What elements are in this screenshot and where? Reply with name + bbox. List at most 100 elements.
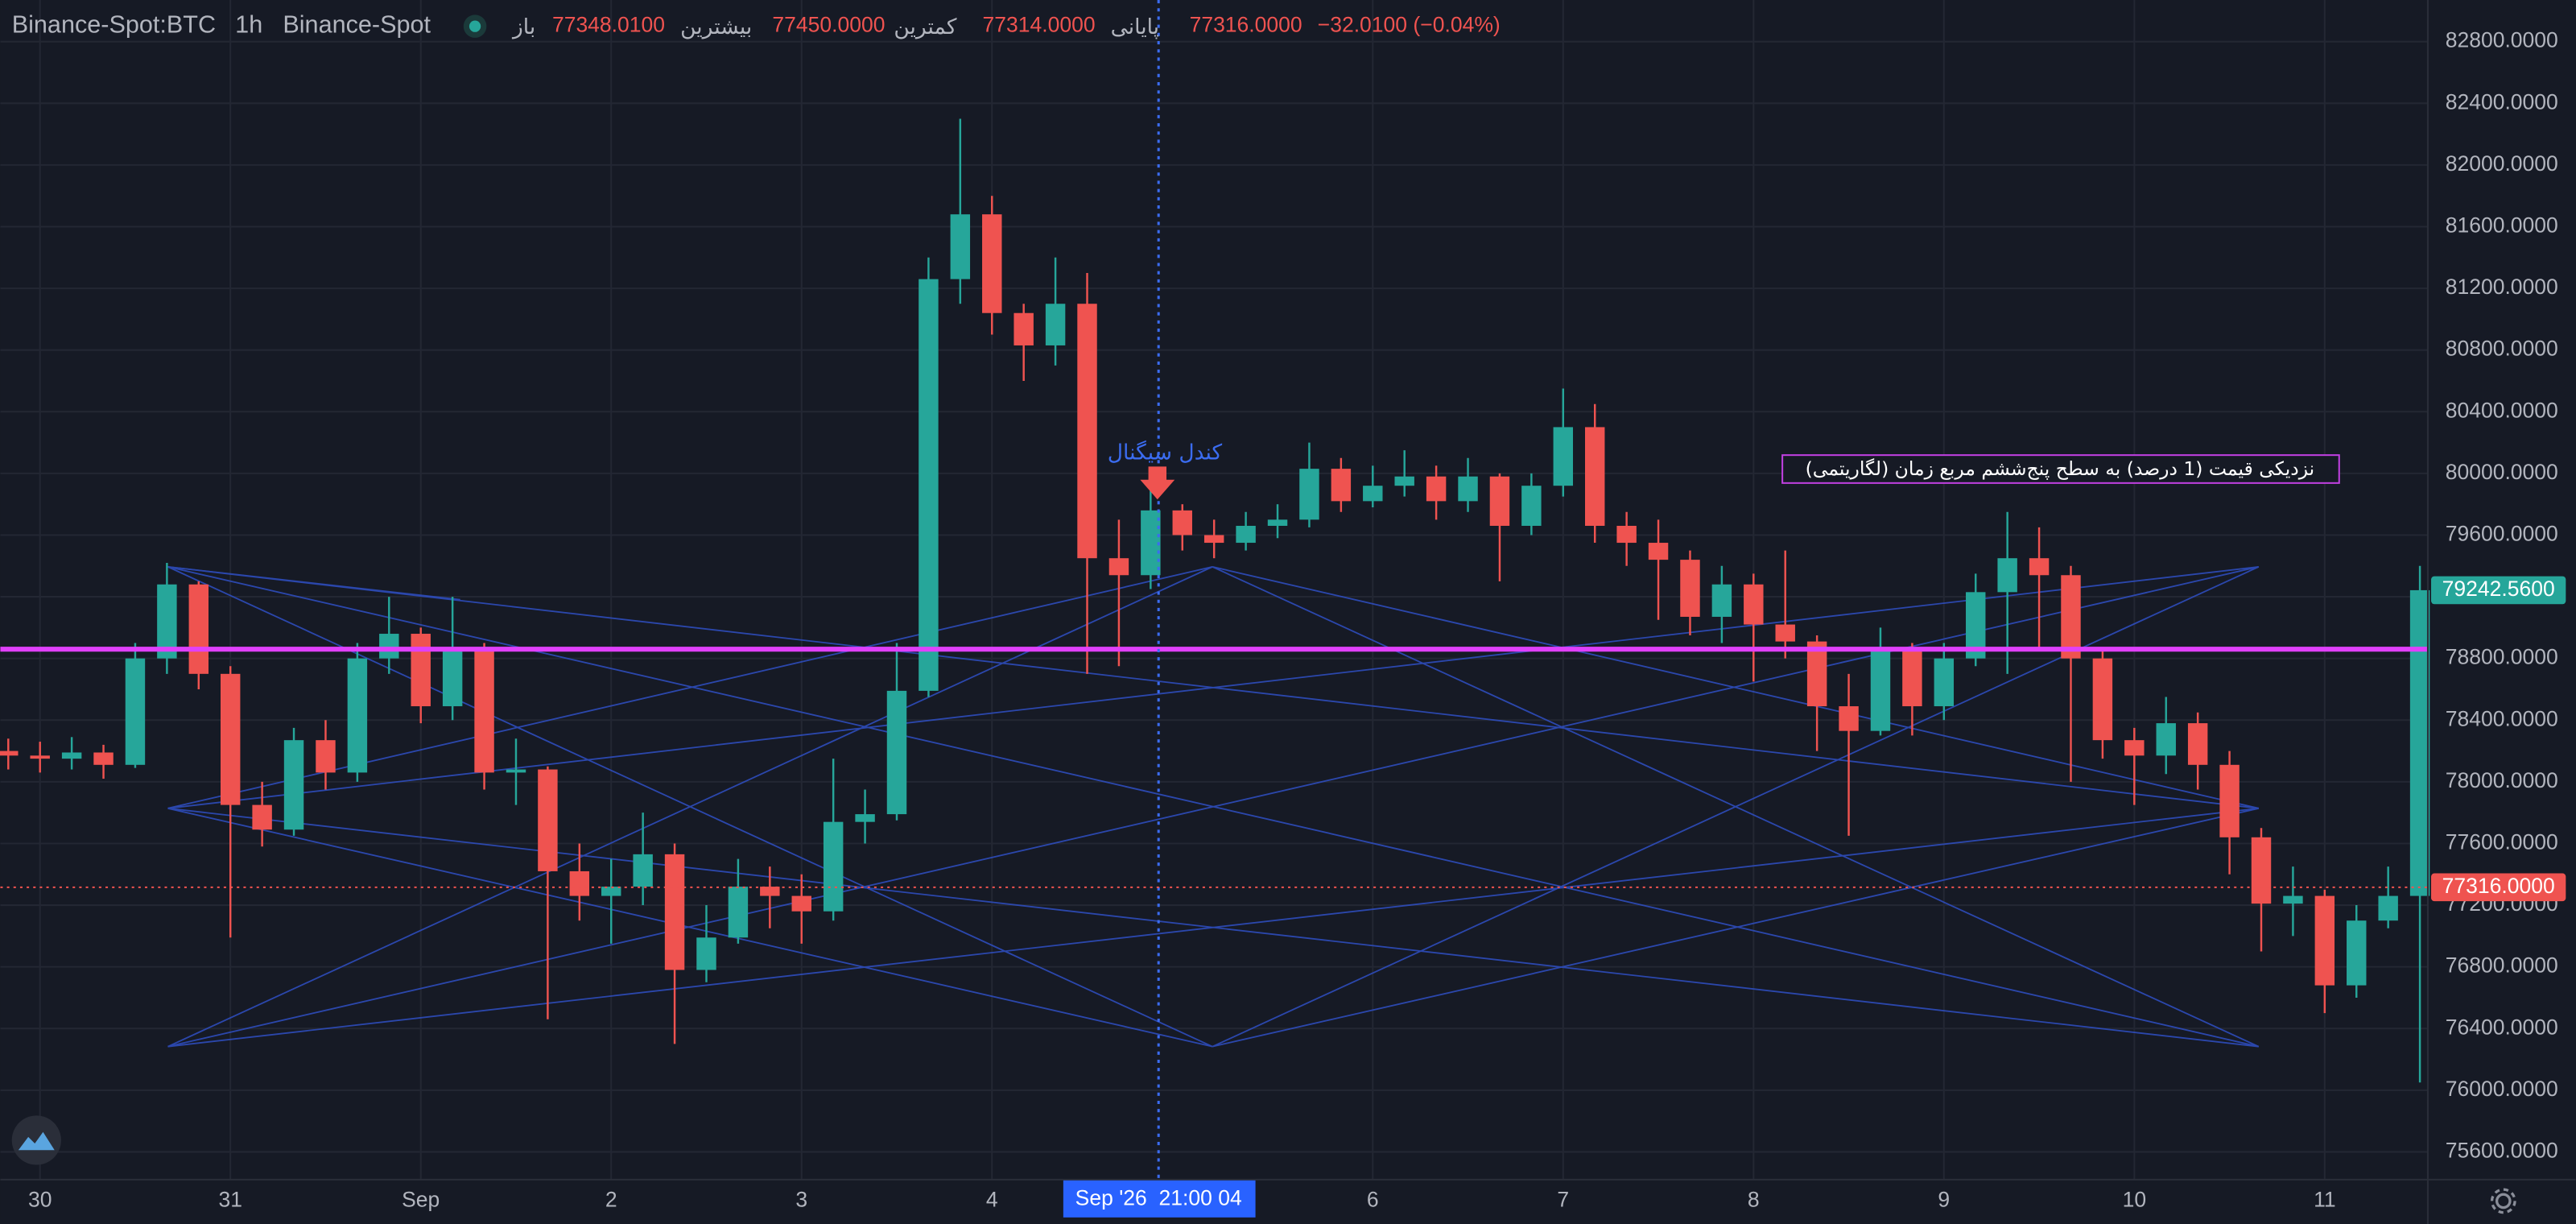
y-tick-label: 78800.0000 — [2446, 645, 2558, 669]
candle-body — [2061, 575, 2081, 659]
x-tick-label: 10 — [2123, 1187, 2147, 1211]
y-tick-label: 76000.0000 — [2446, 1077, 2558, 1101]
candle-body — [1839, 706, 1859, 731]
candle-body — [538, 769, 558, 871]
close-label: پایانی — [1111, 14, 1159, 39]
candle-body — [379, 634, 399, 659]
y-tick-label: 80400.0000 — [2446, 398, 2558, 422]
x-tick-label: 2 — [605, 1187, 617, 1211]
logo[interactable] — [11, 1115, 61, 1165]
candle-body — [1426, 476, 1447, 502]
candle-body — [220, 673, 241, 805]
candle-body — [1458, 476, 1478, 502]
candle-body — [2156, 723, 2176, 756]
x-tick-label: Sep — [402, 1187, 440, 1211]
candle-body — [2124, 740, 2145, 756]
candle-body — [823, 821, 844, 912]
candle-body — [316, 740, 336, 773]
candle-body — [1141, 510, 1161, 576]
candle-body — [347, 658, 368, 773]
candle-body — [1997, 558, 2017, 593]
candle-body — [1902, 649, 1922, 707]
interval: 1h — [235, 11, 262, 39]
candle-body — [1553, 427, 1574, 486]
y-tick-label: 80800.0000 — [2446, 337, 2558, 361]
candle-body — [125, 658, 146, 765]
open-label: باز — [511, 14, 535, 39]
candle-body — [855, 814, 875, 822]
close-value: 77316.0000 — [1190, 13, 1302, 37]
candle-body — [1363, 486, 1383, 502]
candle-body — [2409, 589, 2430, 896]
settings-icon[interactable] — [2490, 1188, 2516, 1214]
y-tick-label: 80000.0000 — [2446, 460, 2558, 484]
symbol: Binance-Spot:BTC — [12, 11, 216, 39]
candle-body — [1172, 510, 1192, 536]
candle-body — [252, 804, 272, 830]
candle-body — [1870, 649, 1891, 731]
candle-body — [157, 584, 177, 659]
candle-body — [1013, 312, 1034, 345]
x-tick-label: 11 — [2314, 1187, 2336, 1211]
y-tick-label: 78400.0000 — [2446, 706, 2558, 730]
crosshair-label: Sep '26 21:00 04 — [1075, 1185, 1242, 1210]
y-tick-label: 75600.0000 — [2446, 1138, 2558, 1162]
candle-body — [886, 690, 907, 815]
candle-body — [1806, 641, 1827, 707]
candle-body — [1108, 558, 1129, 576]
price-tag-label: 77316.0000 — [2442, 874, 2555, 898]
price-tag — [2431, 576, 2566, 605]
x-tick-label: 3 — [795, 1187, 807, 1211]
signal-arrow — [1140, 466, 1175, 500]
candle-body — [2314, 895, 2335, 986]
exchange: Binance-Spot — [283, 11, 431, 39]
x-tick-label: 9 — [1938, 1187, 1950, 1211]
y-tick-label: 77600.0000 — [2446, 829, 2558, 854]
candle-body — [633, 854, 653, 887]
candle-body — [1584, 427, 1605, 526]
low-value: 77314.0000 — [983, 13, 1096, 37]
x-tick-label: 4 — [986, 1187, 998, 1211]
candle-body — [982, 214, 1002, 313]
logo-mark — [18, 1131, 55, 1151]
x-tick-label: 7 — [1557, 1187, 1569, 1211]
candle-body — [30, 755, 50, 759]
candle-body — [569, 870, 590, 896]
note-box — [1781, 454, 2340, 484]
candle-body — [919, 279, 939, 691]
candle-body — [442, 649, 463, 707]
candle-body — [1934, 658, 1955, 707]
x-tick-label: 31 — [218, 1187, 242, 1211]
y-tick-label: 79600.0000 — [2446, 521, 2558, 545]
candle-body — [2092, 658, 2113, 741]
candle-body — [283, 740, 304, 830]
crosshair-tag — [1063, 1179, 1256, 1218]
grid — [0, 0, 2428, 1180]
y-tick-label: 78000.0000 — [2446, 768, 2558, 792]
note-text: نزدیکی قیمت (1 درصد) به سطح پنج‌ششم مربع… — [1806, 457, 2315, 480]
candle-body — [1267, 519, 1288, 526]
candle-body — [950, 214, 971, 279]
candle-body — [2187, 723, 2208, 765]
candle-body — [1521, 486, 1542, 526]
y-tick-label: 76400.0000 — [2446, 1015, 2558, 1039]
candle-body — [1616, 525, 1637, 544]
candle-body — [1648, 543, 1669, 560]
candle-body — [601, 887, 621, 896]
signal-label: کندل سیگنال — [1108, 440, 1223, 465]
candle-body — [1711, 584, 1732, 617]
candle-body — [1489, 476, 1510, 526]
y-tick-label: 82000.0000 — [2446, 151, 2558, 176]
candle-body — [1203, 535, 1224, 544]
candle-body — [2219, 764, 2240, 837]
open-value: 77348.0100 — [552, 13, 665, 37]
candle-body — [411, 634, 431, 707]
change-value: −32.0100 (−0.04%) — [1318, 13, 1501, 37]
high-value: 77450.0000 — [772, 13, 885, 37]
candle-body — [2029, 558, 2050, 576]
candles — [0, 118, 2430, 1083]
candle-body — [0, 751, 19, 756]
